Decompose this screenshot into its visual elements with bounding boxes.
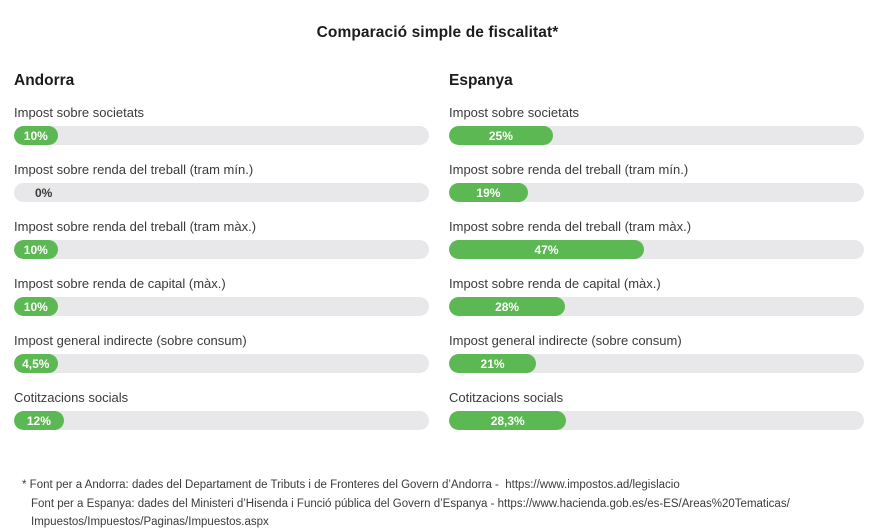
bar-value-label: 4,5% (22, 356, 50, 371)
bar-value-label: 28% (495, 299, 520, 314)
bar-category-label: Impost general indirecte (sobre consum) (449, 333, 682, 348)
bar-track: 4,5% (14, 354, 429, 373)
bar-value-label: 47% (534, 242, 559, 257)
bar-value-label: 28,3% (490, 413, 525, 428)
bar-track: 0% (14, 183, 429, 202)
column-header-andorra: Andorra (14, 72, 75, 89)
bar-track: 25% (449, 126, 864, 145)
bar-track: 28% (449, 297, 864, 316)
bar-track: 19% (449, 183, 864, 202)
footnote-line: Font per a Espanya: dades del Ministeri … (31, 497, 790, 510)
bar-value-label: 0% (35, 185, 53, 200)
bar-value-label: 21% (480, 356, 505, 371)
footnote-line: Impuestos/Impuestos/Paginas/Impuestos.as… (31, 516, 269, 528)
bar-row: Impost sobre renda de capital (màx.) 28% (449, 276, 864, 316)
bar-category-label: Impost sobre renda del treball (tram mín… (14, 162, 254, 177)
bar-category-label: Impost sobre renda del treball (tram màx… (449, 219, 692, 234)
chart-title: Comparació simple de fiscalitat* (316, 24, 559, 41)
bar-fill: 47% (449, 240, 645, 259)
bar-track: 10% (14, 297, 429, 316)
column-andorra: Andorra Impost sobre societats 10% Impos… (14, 72, 429, 447)
bar-fill: 4,5% (14, 354, 58, 373)
bar-value-label: 25% (488, 128, 513, 143)
bar-row: Impost general indirecte (sobre consum) … (14, 333, 429, 373)
bar-track: 47% (449, 240, 864, 259)
bar-value-label: 10% (23, 128, 48, 143)
bar-track: 10% (14, 240, 429, 259)
bar-fill: 0% (14, 183, 429, 202)
bar-row: Impost sobre societats 10% (14, 105, 429, 145)
bar-fill: 19% (449, 183, 528, 202)
column-header-espanya: Espanya (449, 72, 513, 89)
bar-value-label: 10% (23, 242, 48, 257)
bar-category-label: Cotitzacions socials (449, 390, 564, 405)
column-espanya: Espanya Impost sobre societats 25% Impos… (449, 72, 864, 447)
bar-value-label: 12% (26, 413, 51, 428)
bar-category-label: Impost sobre societats (14, 105, 145, 120)
footnote-line: * Font per a Andorra: dades del Departam… (22, 479, 680, 491)
bar-fill: 12% (14, 411, 64, 430)
bar-fill: 10% (14, 126, 58, 145)
bar-category-label: Cotitzacions socials (14, 390, 129, 405)
bar-row: Impost general indirecte (sobre consum) … (449, 333, 864, 373)
bar-fill: 10% (14, 297, 58, 316)
bar-fill: 28,3% (449, 411, 567, 430)
bar-fill: 10% (14, 240, 58, 259)
source-footnote: * Font per a Andorra: dades del Departam… (0, 476, 875, 532)
bar-track: 21% (449, 354, 864, 373)
bar-category-label: Impost sobre renda de capital (màx.) (14, 276, 226, 291)
chart-columns: Andorra Impost sobre societats 10% Impos… (0, 72, 875, 447)
bar-track: 12% (14, 411, 429, 430)
bar-row: Impost sobre renda del treball (tram mín… (449, 162, 864, 202)
bar-row: Impost sobre societats 25% (449, 105, 864, 145)
bar-track: 28,3% (449, 411, 864, 430)
bar-row: Impost sobre renda del treball (tram màx… (449, 219, 864, 259)
bar-row: Impost sobre renda del treball (tram màx… (14, 219, 429, 259)
bar-row: Cotitzacions socials 28,3% (449, 390, 864, 430)
bar-category-label: Impost general indirecte (sobre consum) (14, 333, 247, 348)
bar-value-label: 19% (476, 185, 501, 200)
bar-category-label: Impost sobre renda de capital (màx.) (449, 276, 661, 291)
bar-fill: 28% (449, 297, 566, 316)
bar-fill: 21% (449, 354, 537, 373)
bar-track: 10% (14, 126, 429, 145)
bar-row: Impost sobre renda del treball (tram mín… (14, 162, 429, 202)
bar-row: Cotitzacions socials 12% (14, 390, 429, 430)
bar-row: Impost sobre renda de capital (màx.) 10% (14, 276, 429, 316)
bar-category-label: Impost sobre renda del treball (tram mín… (449, 162, 689, 177)
bar-fill: 25% (449, 126, 553, 145)
bar-value-label: 10% (23, 299, 48, 314)
bar-category-label: Impost sobre renda del treball (tram màx… (14, 219, 257, 234)
bar-category-label: Impost sobre societats (449, 105, 580, 120)
